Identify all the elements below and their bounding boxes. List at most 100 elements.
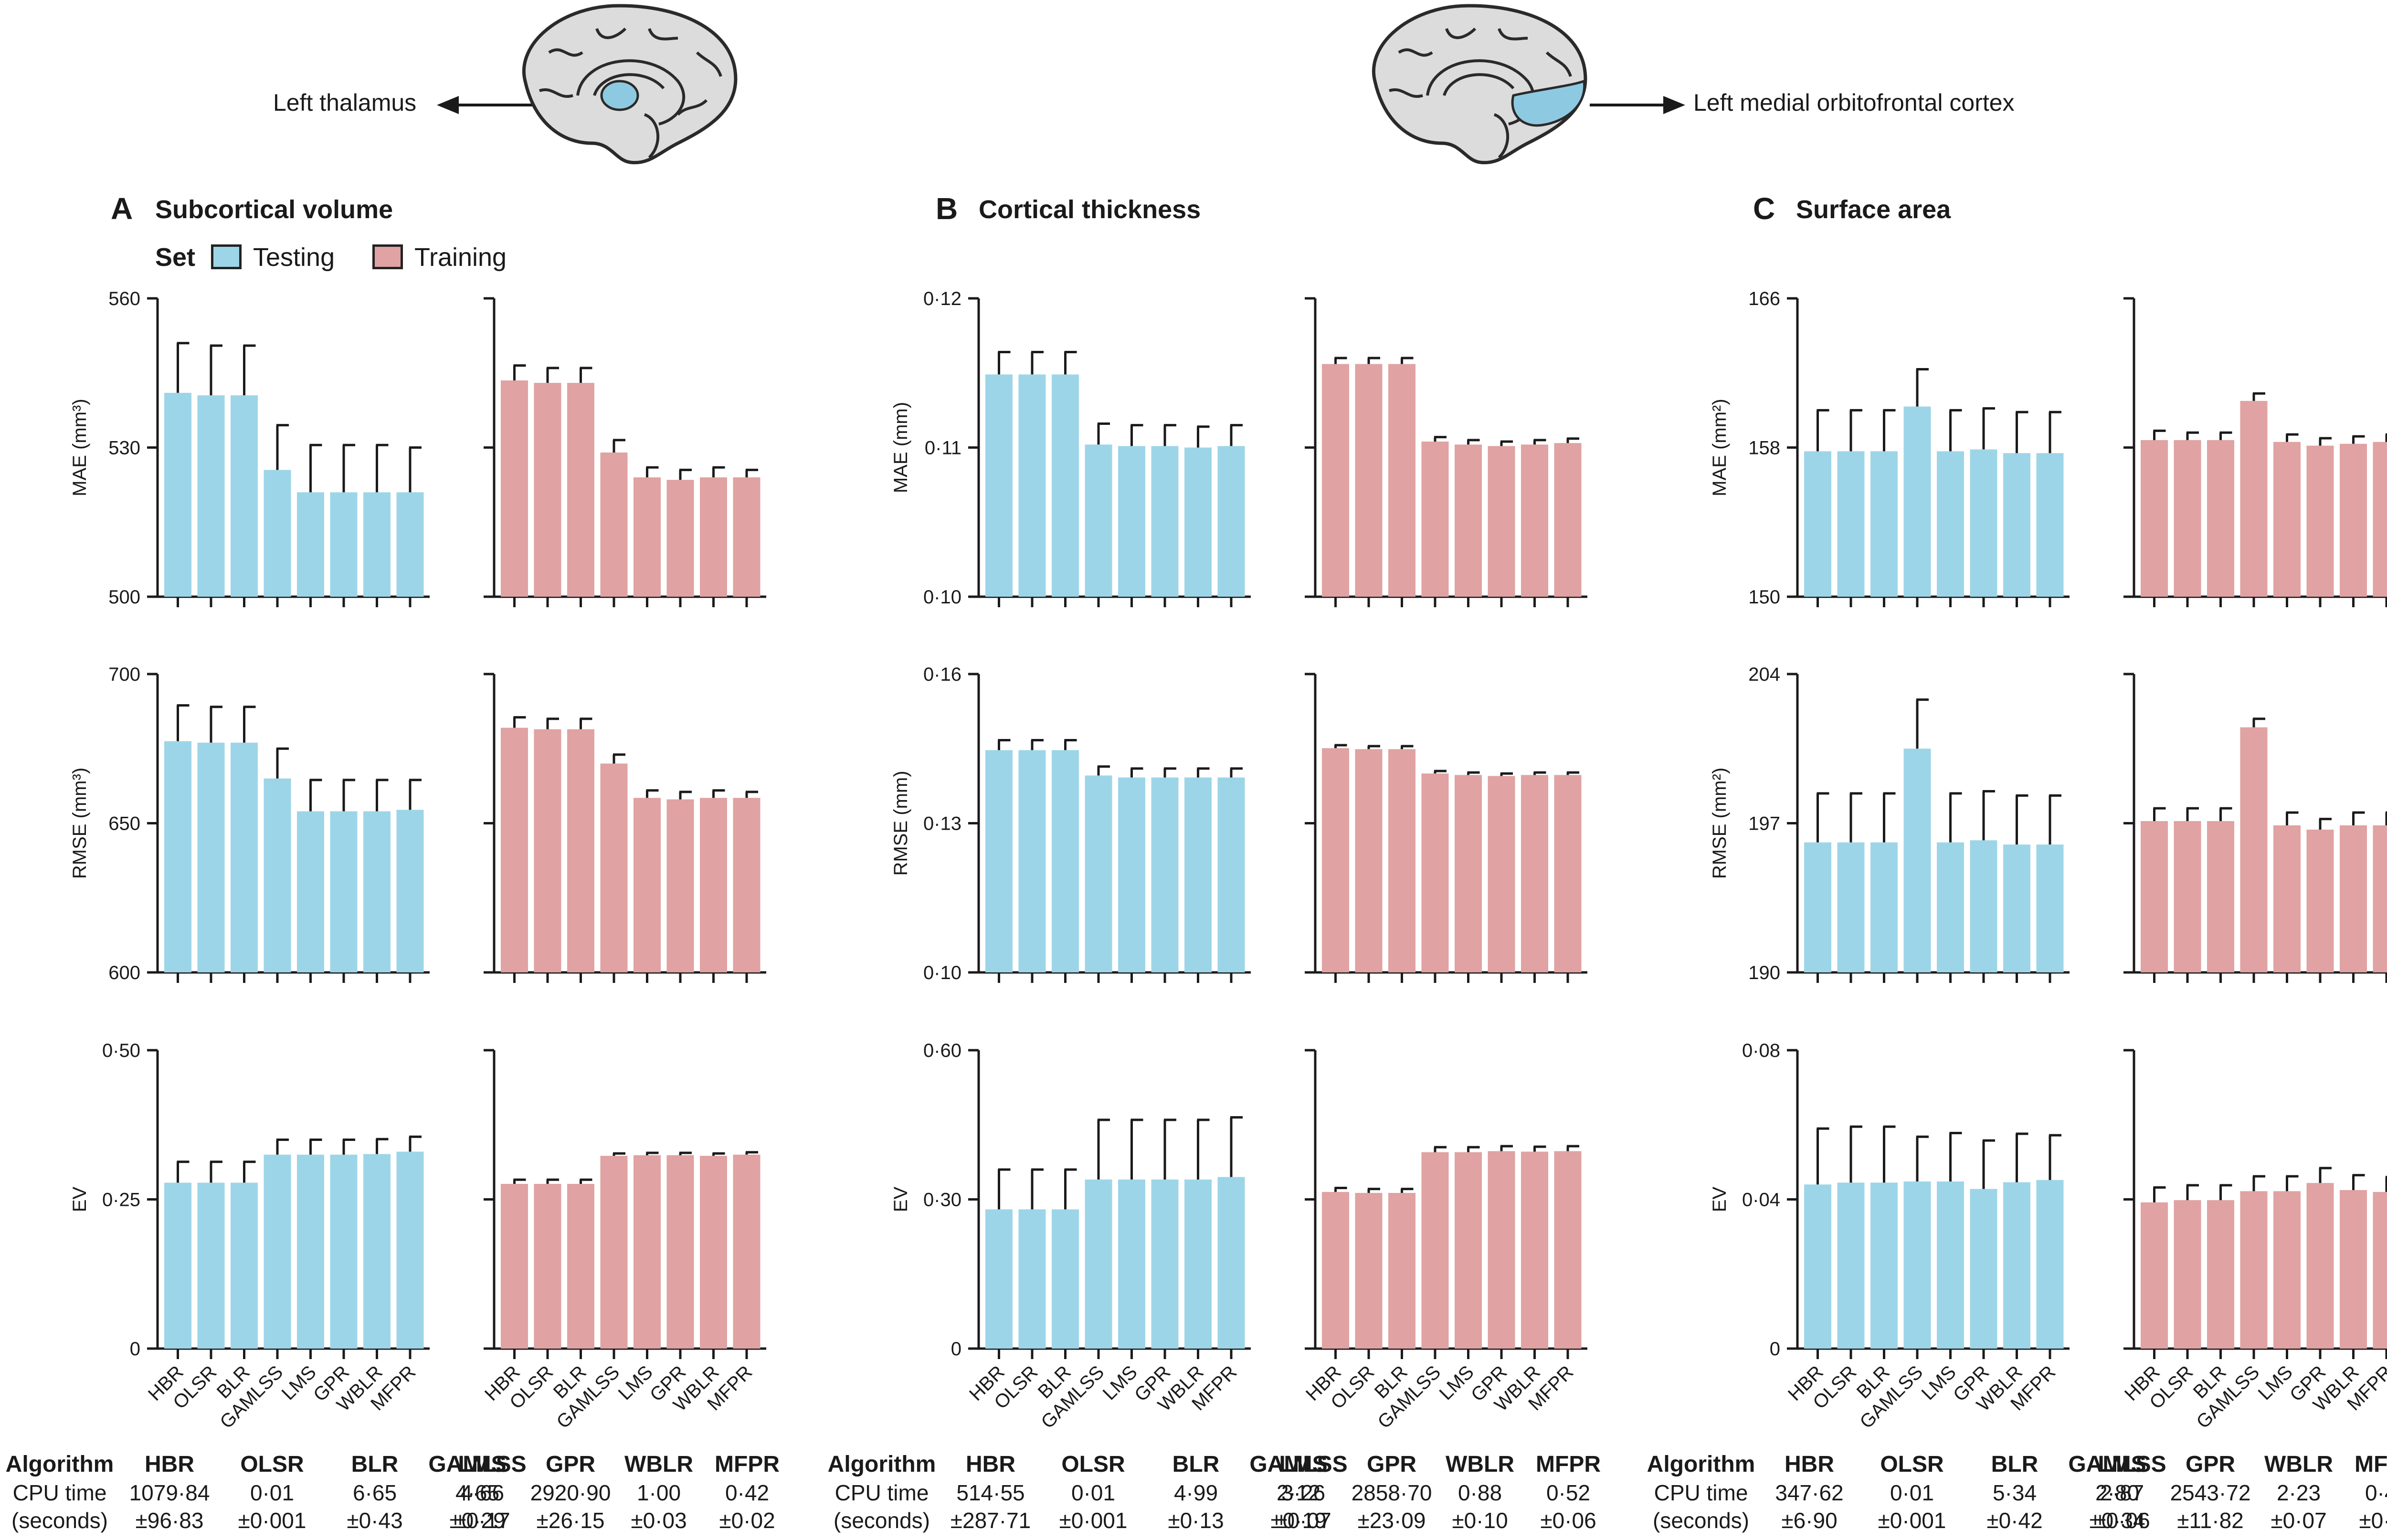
y-tick-label: 0·50 (102, 1040, 140, 1061)
bar-lms (1937, 842, 1964, 972)
cpu-cell-hbr: ±287·71 (950, 1508, 1031, 1533)
y-tick-label: 0·12 (923, 288, 961, 309)
bar-mfpr (2036, 844, 2064, 972)
cpu-cell-gpr: GPR (1366, 1452, 1417, 1477)
bar-gamlss (1903, 1181, 1931, 1349)
legend-title: Set (155, 243, 196, 272)
series-testing: 0·10 0·11 0·12 (923, 288, 1251, 608)
y-axis-label: MAE (mm³) (69, 399, 90, 496)
bar-mfpr (733, 477, 760, 597)
bar-lms (634, 798, 661, 972)
y-tick-label: 0·60 (923, 1040, 961, 1061)
bar-gpr (2306, 1183, 2334, 1349)
cpu-cell-lms: ±0·06 (2094, 1508, 2150, 1533)
cpu-cell-gpr: ±11·82 (2177, 1508, 2244, 1533)
bar-lms (1118, 777, 1145, 972)
cpu-cell-mfpr: ±0·02 (719, 1508, 775, 1533)
bar-gpr (1970, 1189, 1997, 1349)
cpu-row-label: Algorithm (827, 1452, 936, 1477)
cpu-cell-wblr: ±0·07 (2271, 1508, 2327, 1533)
panel-letter-c: C (1753, 191, 1775, 226)
legend-label-testing: Testing (253, 243, 335, 272)
bar-lms (1455, 1152, 1482, 1349)
cpu-cell-gamlss: 2·12 (1276, 1480, 1321, 1505)
cpu-cell-wblr: 0·88 (1458, 1480, 1502, 1505)
bar-wblr (1521, 444, 1548, 597)
y-tick-label: 560 (108, 288, 140, 309)
y-tick-label: 158 (1748, 438, 1780, 459)
bar-blr (231, 395, 258, 597)
bar-hbr (1804, 451, 1831, 597)
bar-hbr (1322, 748, 1349, 972)
cpu-cell-wblr: ±0·10 (1452, 1508, 1508, 1533)
chart-a-mae: MAE (mm³) 500 530 560 (69, 288, 766, 608)
bar-hbr (985, 750, 1013, 972)
cpu-cell-gpr: ±26·15 (536, 1508, 605, 1533)
y-tick-label: 0·10 (923, 587, 961, 608)
cpu-cell-gamlss: ±0·34 (2089, 1508, 2145, 1533)
bar-olsr (197, 1182, 225, 1349)
y-tick-label: 0 (1770, 1339, 1780, 1360)
bar-gamlss (1085, 1179, 1112, 1349)
bar-hbr (501, 380, 528, 597)
cpu-cell-olsr: ±0·001 (1878, 1508, 1946, 1533)
x-tick-label: LMS (1436, 1361, 1478, 1404)
y-axis-label: EV (69, 1187, 90, 1213)
bar-gamlss (2240, 727, 2268, 972)
series-testing: 500 530 560 (108, 288, 430, 608)
bar-blr (1388, 1192, 1415, 1349)
y-axis-label: EV (1709, 1187, 1730, 1213)
bar-wblr (1184, 777, 1212, 972)
cpu-cell-lms: 3·26 (1281, 1480, 1326, 1505)
cpu-cell-hbr: ±6·90 (1781, 1508, 1838, 1533)
series-testing: 0·10 0·13 0·16 (923, 664, 1251, 983)
bar-hbr (1804, 842, 1831, 972)
cpu-cell-wblr: WBLR (1446, 1452, 1514, 1477)
panel-title-a: Subcortical volume (155, 195, 393, 224)
y-tick-label: 0·16 (923, 664, 961, 685)
bar-hbr (1322, 364, 1349, 597)
bar-gamlss (1421, 442, 1449, 597)
cpu-row-label: CPU time (1654, 1480, 1748, 1505)
bar-olsr (534, 729, 561, 972)
y-tick-label: 500 (108, 587, 140, 608)
y-tick-label: 600 (108, 962, 140, 983)
bar-olsr (2174, 1200, 2201, 1349)
bar-wblr (700, 1156, 727, 1349)
cpu-cell-olsr: ±0·001 (238, 1508, 306, 1533)
bar-gamlss (600, 763, 628, 972)
bar-lms (1455, 444, 1482, 597)
series-testing: 600 650 700 (108, 664, 430, 983)
bar-hbr (164, 392, 191, 597)
bar-blr (567, 729, 594, 972)
bar-olsr (534, 1184, 561, 1349)
cpu-cell-wblr: WBLR (2264, 1452, 2333, 1477)
bar-blr (2207, 821, 2234, 972)
bar-hbr (501, 1184, 528, 1349)
bar-mfpr (1554, 775, 1582, 972)
chart-c-rmse: RMSE (mm²) 190 197 204 (1709, 664, 2387, 983)
bar-lms (1937, 451, 1964, 597)
bar-lms (297, 811, 324, 972)
panel-letter-b: B (936, 191, 958, 226)
bar-blr (1870, 1182, 1898, 1349)
bar-hbr (501, 728, 528, 972)
bar-wblr (2340, 825, 2367, 972)
bar-blr (2207, 440, 2234, 597)
bar-gamlss (2240, 401, 2268, 597)
bar-wblr (1521, 1151, 1548, 1349)
y-tick-label: 204 (1748, 664, 1780, 685)
y-axis-label: RMSE (mm³) (69, 768, 90, 879)
series-training (484, 297, 766, 607)
cpu-cell-wblr: 2·23 (2276, 1480, 2321, 1505)
series-testing: 190 197 204 (1748, 664, 2070, 983)
bar-wblr (2003, 453, 2030, 597)
bar-mfpr (2373, 1192, 2387, 1349)
cpu-cell-lms: ±0·07 (1275, 1508, 1331, 1533)
legend-swatch-training (372, 244, 403, 269)
brain-sagittal-orbitofrontal-icon (1372, 4, 1587, 165)
bar-lms (1118, 446, 1145, 597)
